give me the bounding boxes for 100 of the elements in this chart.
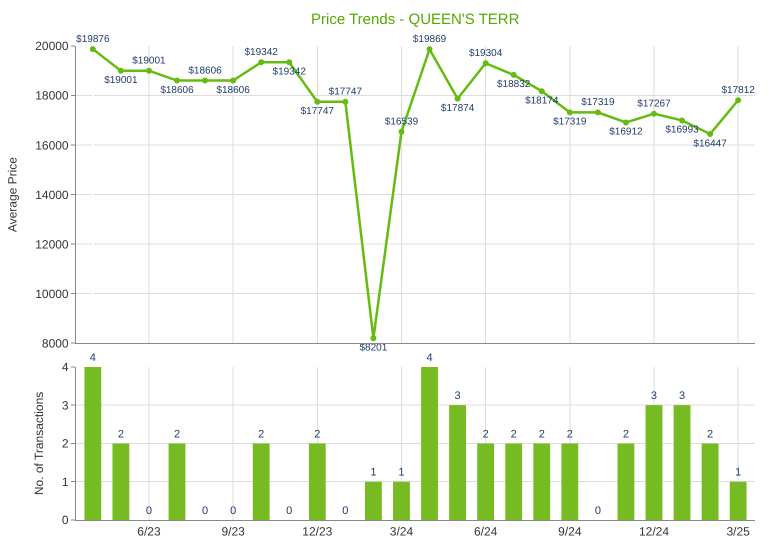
data-label: 4 (426, 352, 433, 364)
bar (533, 443, 550, 520)
bar (646, 405, 662, 520)
bar (730, 482, 747, 520)
point (594, 109, 601, 116)
chart-title: Price Trends - QUEEN'S TERR (311, 11, 520, 28)
data-label: 3 (650, 390, 658, 402)
bar (84, 366, 102, 520)
point (342, 98, 348, 105)
data-label: 0 (342, 505, 348, 517)
data-label: 1 (735, 466, 742, 479)
data-label: 2 (314, 428, 320, 440)
data-label: $17319 (581, 97, 615, 108)
data-label: 0 (286, 505, 292, 517)
data-label: $19876 (76, 34, 110, 45)
data-label: 4 (90, 352, 96, 364)
bar (252, 443, 270, 520)
x-tick-label: 9/24 (558, 524, 582, 538)
point (174, 78, 180, 84)
bar (168, 443, 186, 520)
bar (674, 405, 690, 520)
point (679, 117, 686, 124)
y-tick-label: 16000 (35, 138, 69, 152)
point (510, 72, 517, 78)
data-label: 2 (566, 428, 573, 440)
x-tick-label: 12/24 (638, 524, 670, 538)
x-tick-label: 3/24 (390, 524, 414, 538)
data-label: $18606 (188, 65, 222, 76)
data-label: $16912 (609, 126, 644, 138)
data-label: $18606 (216, 84, 250, 96)
point (286, 59, 292, 66)
data-label: $19869 (412, 34, 447, 45)
y-tick-label: 1 (62, 474, 69, 489)
point (230, 78, 236, 84)
data-label: 2 (510, 428, 517, 440)
data-label: $18832 (497, 79, 531, 90)
bar (702, 443, 719, 520)
bar (393, 482, 410, 520)
data-label: 2 (538, 428, 545, 440)
point (370, 335, 376, 342)
y-tick-label: 18000 (35, 88, 69, 103)
data-label: 2 (622, 428, 629, 440)
point (398, 128, 404, 135)
bar (308, 443, 326, 520)
x-tick-label: 9/23 (221, 524, 246, 538)
y-tick-label: 8000 (42, 336, 69, 350)
data-label: 3 (454, 390, 461, 402)
bar (449, 405, 466, 520)
data-label: 2 (118, 428, 124, 440)
point (314, 98, 320, 105)
data-label: 2 (707, 428, 714, 440)
y-tick-label: 0 (62, 513, 69, 528)
point (735, 97, 742, 104)
point (146, 68, 152, 74)
point (622, 119, 629, 126)
data-label: $17874 (440, 102, 475, 114)
data-label: $16447 (693, 138, 728, 150)
point (650, 110, 657, 117)
data-label: $19304 (468, 48, 503, 59)
bar (477, 443, 494, 520)
data-label: $19001 (132, 55, 166, 66)
data-label: $17319 (553, 116, 587, 128)
x-tick-label: 3/25 (726, 524, 750, 538)
data-label: 0 (202, 505, 208, 517)
data-label: 2 (174, 428, 180, 440)
data-label: $16993 (665, 124, 700, 136)
data-label: $19001 (104, 74, 138, 86)
y-tick-label: 2 (62, 436, 69, 451)
bar (561, 443, 578, 520)
bar (112, 443, 130, 520)
data-label: 2 (482, 428, 489, 440)
bar (421, 366, 438, 520)
point (90, 46, 96, 52)
point (118, 68, 124, 74)
x-tick-label: 6/23 (137, 524, 161, 538)
data-label: 1 (398, 466, 405, 479)
y-tick-label: 4 (62, 360, 69, 374)
point (454, 96, 461, 102)
data-label: 1 (370, 466, 376, 479)
data-label: 0 (146, 505, 152, 517)
point (482, 60, 489, 66)
x-tick-label: 12/23 (302, 524, 333, 538)
data-label: $18606 (160, 84, 194, 96)
y-tick-label: 10000 (35, 286, 69, 301)
data-label: $17747 (300, 106, 334, 118)
data-label: $17812 (721, 84, 756, 96)
y-axis-title: Average Price (6, 156, 20, 232)
data-label: 2 (258, 428, 264, 440)
point (426, 46, 433, 52)
bar (365, 482, 382, 520)
data-label: $19342 (244, 47, 278, 58)
data-label: $17267 (637, 98, 672, 110)
point (566, 109, 573, 116)
y-tick-label: 3 (62, 398, 69, 412)
y-tick-label: 14000 (35, 188, 69, 202)
x-tick-label: 6/24 (474, 524, 498, 538)
point (258, 59, 264, 66)
y-tick-label: 20000 (35, 39, 69, 54)
point (538, 88, 545, 94)
point (202, 78, 208, 84)
